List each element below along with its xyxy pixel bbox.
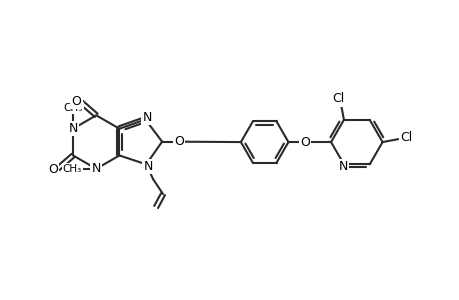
Text: N: N — [91, 162, 101, 175]
Text: Cl: Cl — [331, 92, 343, 106]
Text: N: N — [142, 111, 152, 124]
Text: N: N — [68, 122, 78, 135]
Text: O: O — [71, 95, 81, 108]
Text: O: O — [300, 136, 309, 148]
Text: N: N — [337, 160, 347, 173]
Text: CH₃: CH₃ — [63, 103, 83, 113]
Text: O: O — [48, 163, 58, 176]
Text: O: O — [174, 135, 184, 148]
Text: N: N — [143, 160, 152, 173]
Text: CH₃: CH₃ — [63, 164, 82, 174]
Text: Cl: Cl — [399, 130, 412, 144]
